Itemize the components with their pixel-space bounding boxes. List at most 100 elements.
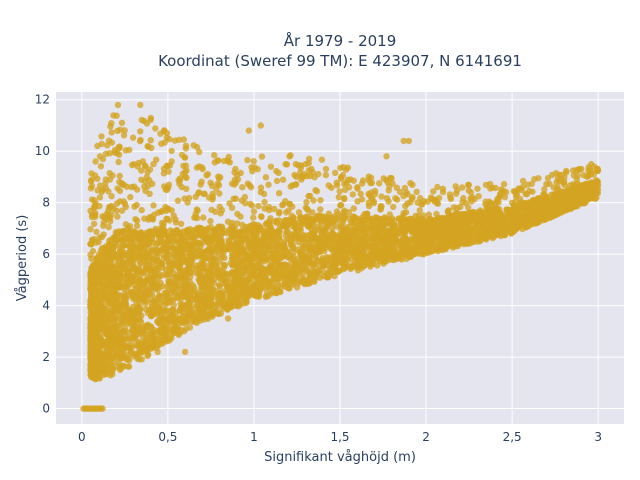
- scatter-point: [308, 237, 315, 244]
- scatter-point: [486, 180, 494, 188]
- scatter-point: [91, 197, 98, 204]
- scatter-point: [108, 120, 115, 127]
- scatter-point: [359, 180, 366, 187]
- scatter-point: [274, 275, 282, 283]
- scatter-point: [97, 163, 105, 170]
- scatter-point: [196, 232, 204, 239]
- scatter-point: [250, 208, 258, 215]
- scatter-point: [299, 217, 306, 224]
- scatter-point: [133, 201, 140, 209]
- scatter-point: [248, 202, 256, 209]
- scatter-point: [434, 183, 441, 191]
- scatter-point: [297, 267, 305, 274]
- scatter-point: [260, 190, 268, 198]
- scatter-point: [182, 173, 189, 180]
- scatter-point: [457, 203, 464, 211]
- scatter-point: [305, 279, 313, 286]
- scatter-point: [221, 254, 228, 261]
- scatter-point: [290, 281, 297, 288]
- scatter-point: [158, 219, 166, 227]
- scatter-point: [92, 158, 99, 165]
- scatter-point: [130, 318, 137, 326]
- scatter-point: [312, 254, 319, 261]
- scatter-point: [402, 202, 409, 210]
- scatter-point: [241, 193, 249, 201]
- scatter-point: [219, 301, 226, 308]
- scatter-point: [237, 213, 244, 220]
- scatter-point: [287, 237, 294, 244]
- scatter-point: [91, 213, 99, 221]
- scatter-point: [115, 158, 122, 166]
- scatter-point: [96, 182, 104, 189]
- scatter-point: [385, 187, 392, 194]
- scatter-point: [313, 188, 321, 195]
- scatter-point: [163, 307, 170, 314]
- scatter-point: [193, 227, 200, 234]
- scatter-point: [239, 272, 246, 279]
- scatter-point: [183, 228, 190, 236]
- scatter-point: [447, 194, 454, 201]
- scatter-point: [177, 300, 184, 308]
- scatter-point: [239, 221, 246, 228]
- scatter-point: [586, 166, 594, 173]
- scatter-point: [404, 222, 412, 229]
- scatter-point: [181, 154, 189, 161]
- scatter-point: [306, 244, 313, 251]
- scatter-point: [134, 343, 141, 350]
- scatter-point: [226, 159, 233, 166]
- scatter-point: [519, 209, 526, 217]
- scatter-point: [340, 209, 347, 216]
- scatter-point: [200, 214, 207, 221]
- scatter-point: [337, 201, 345, 209]
- scatter-point: [322, 165, 330, 173]
- scatter-point: [244, 156, 251, 164]
- scatter-point: [412, 228, 419, 235]
- scatter-point: [142, 297, 149, 305]
- scatter-point: [469, 194, 476, 201]
- scatter-point: [400, 222, 407, 230]
- scatter-point: [250, 158, 257, 165]
- scatter-point: [594, 165, 601, 173]
- scatter-point: [390, 203, 397, 211]
- scatter-point: [182, 142, 190, 149]
- scatter-point: [186, 278, 193, 285]
- scatter-point: [130, 334, 137, 342]
- scatter-point: [259, 235, 266, 242]
- scatter-point: [416, 207, 423, 214]
- scatter-point: [143, 120, 151, 127]
- scatter-point: [250, 251, 257, 258]
- scatter-point: [114, 229, 121, 237]
- scatter-point: [445, 242, 453, 250]
- scatter-point: [263, 287, 271, 295]
- scatter-point: [88, 255, 95, 262]
- scatter-point: [225, 237, 232, 244]
- scatter-point: [118, 119, 126, 127]
- scatter-point: [224, 306, 231, 313]
- scatter-point: [111, 298, 119, 306]
- scatter-point: [501, 193, 509, 201]
- scatter-point: [358, 196, 366, 203]
- scatter-point: [142, 338, 149, 346]
- scatter-point: [165, 184, 172, 191]
- scatter-point: [173, 237, 181, 244]
- scatter-point: [465, 181, 472, 189]
- scatter-point: [113, 112, 120, 119]
- scatter-point: [324, 221, 331, 228]
- scatter-point: [307, 172, 314, 180]
- scatter-point: [116, 143, 123, 150]
- scatter-point: [368, 189, 375, 196]
- scatter-point: [333, 179, 340, 186]
- scatter-point: [522, 190, 529, 198]
- scatter-point: [498, 186, 505, 193]
- scatter-point: [235, 268, 242, 275]
- scatter-point: [108, 129, 115, 136]
- scatter-point: [160, 298, 167, 305]
- scatter-point: [89, 236, 96, 243]
- scatter-point: [540, 191, 547, 198]
- scatter-point: [147, 296, 154, 303]
- scatter-point: [335, 194, 342, 201]
- scatter-point: [232, 285, 239, 292]
- scatter-point: [301, 279, 308, 287]
- scatter-point: [123, 233, 131, 241]
- scatter-point: [316, 262, 323, 269]
